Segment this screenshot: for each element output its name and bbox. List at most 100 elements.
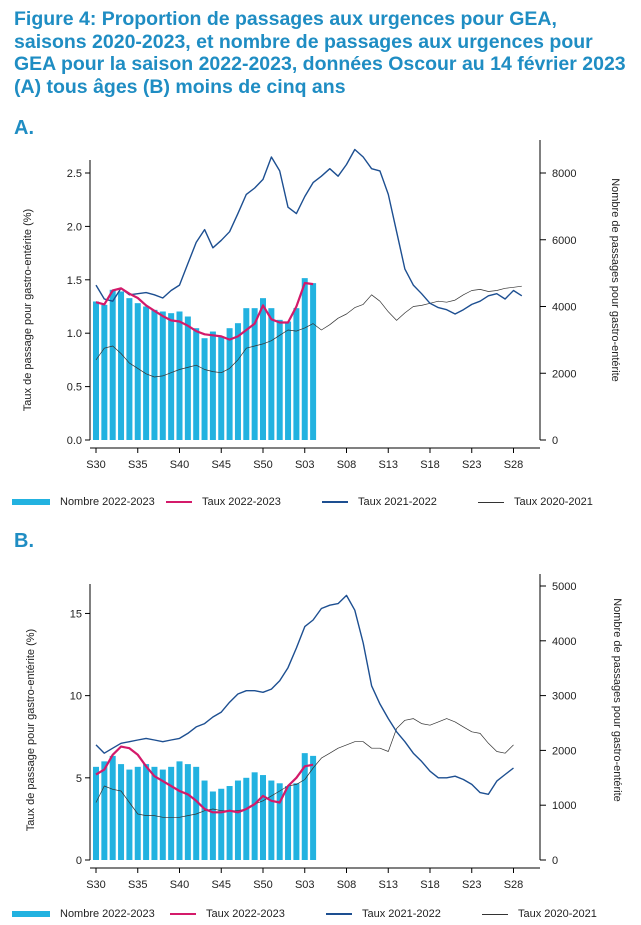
x-tick-label: S08 — [337, 879, 357, 891]
legend-item-nombre-2022-2023: Nombre 2022-2023 — [12, 906, 155, 922]
bar-nombre-2022-2023 — [218, 336, 225, 440]
y2-tick-label: 5000 — [552, 581, 576, 593]
bar-nombre-2022-2023 — [201, 338, 208, 440]
bar-nombre-2022-2023 — [234, 323, 241, 440]
bar-nombre-2022-2023 — [251, 308, 258, 440]
panel-a-label: A. — [14, 117, 34, 139]
line-taux-2021-2022 — [95, 148, 523, 315]
bar-nombre-2022-2023 — [176, 761, 183, 860]
bar-nombre-2022-2023 — [226, 786, 233, 860]
bar-nombre-2022-2023 — [301, 753, 308, 860]
figure-title: Figure 4: Proportion de passages aux urg… — [14, 8, 626, 98]
x-tick-label: S35 — [128, 459, 148, 471]
bar-nombre-2022-2023 — [184, 764, 191, 860]
y-axis-title: Taux de passage pour gastro-entérite (%) — [22, 209, 34, 411]
x-tick-label: S23 — [462, 459, 482, 471]
x-tick-label: S30 — [86, 879, 106, 891]
bar-nombre-2022-2023 — [93, 301, 99, 440]
legend-panel-b: Nombre 2022-2023 Taux 2022-2023 Taux 202… — [0, 906, 641, 922]
x-tick-label: S03 — [295, 879, 315, 891]
bar-nombre-2022-2023 — [176, 311, 183, 440]
bar-nombre-2022-2023 — [126, 769, 133, 860]
bar-nombre-2022-2023 — [301, 278, 308, 440]
bar-nombre-2022-2023 — [276, 319, 283, 440]
legend-item-taux-2020-2021: Taux 2020-2021 — [478, 494, 593, 510]
legend-swatch-line — [322, 501, 348, 503]
y-tick-label: 0.0 — [67, 435, 82, 447]
bar-nombre-2022-2023 — [143, 306, 150, 440]
legend-swatch-line — [170, 912, 196, 916]
line-taux-2020-2021 — [95, 718, 514, 818]
line-taux-2022-2023 — [95, 745, 314, 814]
legend-swatch-bar — [12, 911, 50, 917]
y-tick-label: 1.5 — [67, 275, 82, 287]
legend-label: Taux 2021-2022 — [362, 908, 441, 920]
bar-nombre-2022-2023 — [126, 298, 133, 440]
legend-label: Taux 2022-2023 — [206, 908, 285, 920]
y2-tick-label: 0 — [552, 855, 558, 867]
y2-tick-label: 2000 — [552, 745, 576, 757]
chart-panel-b: 0 5 10 15 0 1000 2000 3000 4000 5000 S30 S35 S40 S45 S… — [25, 574, 623, 891]
x-tick-label: S50 — [253, 879, 273, 891]
y2-tick-label: 1000 — [552, 800, 576, 812]
bar-nombre-2022-2023 — [293, 783, 300, 860]
x-tick-label: S35 — [128, 879, 148, 891]
x-tick-label: S03 — [295, 459, 315, 471]
y-axis-title: Taux de passage pour gastro-entérite (%) — [25, 629, 37, 831]
y-tick-label: 0.5 — [67, 382, 82, 394]
bar-nombre-2022-2023 — [134, 303, 141, 440]
bar-nombre-2022-2023 — [285, 786, 292, 860]
bar-nombre-2022-2023 — [293, 308, 300, 440]
bar-nombre-2022-2023 — [218, 788, 225, 860]
bar-nombre-2022-2023 — [109, 755, 116, 860]
bar-nombre-2022-2023 — [93, 766, 99, 860]
y2-tick-label: 6000 — [552, 235, 576, 247]
legend-item-taux-2021-2022: Taux 2021-2022 — [322, 494, 437, 510]
x-tick-label: S08 — [337, 459, 357, 471]
legend-label: Taux 2021-2022 — [358, 496, 437, 508]
x-tick-label: S45 — [211, 879, 231, 891]
bar-nombre-2022-2023 — [243, 308, 250, 440]
y2-tick-label: 0 — [552, 435, 558, 447]
legend-swatch-line — [166, 500, 192, 504]
x-tick-label: S28 — [504, 459, 524, 471]
legend-label: Taux 2020-2021 — [514, 496, 593, 508]
bar-nombre-2022-2023 — [118, 291, 125, 440]
y-tick-label: 2.5 — [67, 168, 82, 180]
bar-nombre-2022-2023 — [260, 775, 266, 860]
legend-label: Taux 2022-2023 — [202, 496, 281, 508]
legend-swatch-line — [478, 501, 504, 503]
x-tick-label: S45 — [211, 459, 231, 471]
x-tick-label: S40 — [170, 459, 190, 471]
bar-nombre-2022-2023 — [243, 777, 250, 860]
line-taux-2020-2021 — [95, 285, 522, 378]
legend-panel-a: Nombre 2022-2023 Taux 2022-2023 Taux 202… — [0, 494, 641, 510]
legend-item-taux-2022-2023: Taux 2022-2023 — [166, 494, 281, 510]
bar-nombre-2022-2023 — [268, 780, 275, 860]
legend-swatch-bar — [12, 499, 50, 505]
y2-tick-label: 3000 — [552, 691, 576, 703]
x-tick-label: S13 — [378, 459, 398, 471]
bar-nombre-2022-2023 — [310, 755, 317, 860]
legend-label: Taux 2020-2021 — [518, 908, 597, 920]
y-tick-label: 10 — [70, 691, 82, 703]
legend-item-taux-2021-2022: Taux 2021-2022 — [326, 906, 441, 922]
bar-nombre-2022-2023 — [251, 772, 258, 860]
x-tick-label: S23 — [462, 879, 482, 891]
x-tick-label: S18 — [420, 459, 440, 471]
x-tick-label: S18 — [420, 879, 440, 891]
bar-nombre-2022-2023 — [151, 309, 158, 440]
bar-nombre-2022-2023 — [109, 289, 116, 440]
bar-nombre-2022-2023 — [143, 764, 150, 860]
y2-axis-title: Nombre de passages pour gastro-entérite — [609, 178, 621, 382]
bar-nombre-2022-2023 — [168, 766, 175, 860]
legend-item-taux-2020-2021: Taux 2020-2021 — [482, 906, 597, 922]
bar-nombre-2022-2023 — [310, 283, 317, 440]
bar-nombre-2022-2023 — [151, 766, 158, 860]
x-tick-label: S28 — [504, 879, 524, 891]
bar-nombre-2022-2023 — [168, 313, 175, 440]
legend-swatch-line — [482, 913, 508, 915]
bar-nombre-2022-2023 — [234, 780, 241, 860]
legend-swatch-line — [326, 913, 352, 915]
y-tick-label: 0 — [76, 855, 82, 867]
